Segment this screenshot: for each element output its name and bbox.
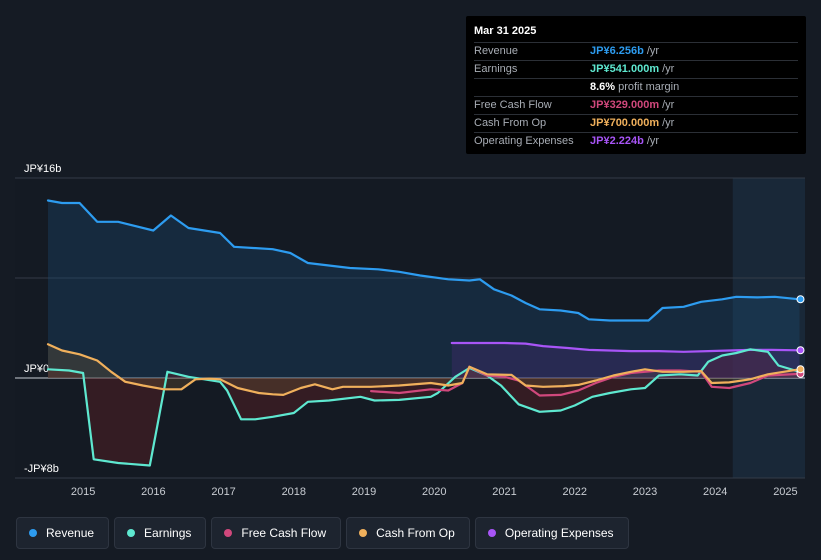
x-tick-label: 2024 xyxy=(703,486,727,498)
tooltip-row-label: Earnings xyxy=(474,63,518,75)
series-area-cash-from-op xyxy=(48,344,800,395)
series-area-revenue xyxy=(48,200,800,378)
tooltip-row-label: Cash From Op xyxy=(474,117,547,129)
tooltip-row-value: JP¥6.256b xyxy=(590,45,644,57)
series-line-operating-expenses xyxy=(450,341,801,353)
chart-area: JP¥16b JP¥0 -JP¥8b 2015 2016 2017 2018 2019 2020… xyxy=(15,163,805,498)
tooltip-row-value: JP¥2.224b xyxy=(590,135,644,147)
tooltip-row-value: 8.6% xyxy=(590,81,616,93)
x-tick-label: 2018 xyxy=(282,486,306,498)
series-line-cash-from-op xyxy=(46,343,801,396)
tooltip-row: Revenue JP¥6.256b/yr xyxy=(474,42,798,60)
tooltip-row-label xyxy=(474,79,590,96)
legend-item-operating-expenses[interactable]: Operating Expenses xyxy=(474,517,629,549)
tooltip-row-value: JP¥541.000m xyxy=(590,63,660,75)
legend-dot-icon xyxy=(127,529,136,537)
tooltip-row-unit: /yr xyxy=(662,117,675,129)
tooltip-row: Cash From Op JP¥700.000m/yr xyxy=(474,114,798,132)
tooltip-row: 8.6% profit margin xyxy=(474,78,798,96)
financials-chart: JP¥16b JP¥0 -JP¥8b 2015 2016 2017 2018 2019 2020… xyxy=(15,163,805,498)
forecast-shade xyxy=(732,178,805,478)
chart-tooltip: Mar 31 2025 Revenue JP¥6.256b/yr Earnings J… xyxy=(466,16,806,154)
tooltip-row: Operating Expenses JP¥2.224b/yr xyxy=(474,132,798,150)
legend-item-earnings[interactable]: Earnings xyxy=(114,517,207,549)
legend-dot-icon xyxy=(224,529,233,537)
legend-label: Free Cash Flow xyxy=(241,526,327,540)
tooltip-row: Free Cash Flow JP¥329.000m/yr xyxy=(474,96,798,114)
legend-dot-icon xyxy=(29,529,37,537)
legend-item-revenue[interactable]: Revenue xyxy=(16,517,110,549)
series-endpoint-cash-from-op xyxy=(796,365,805,374)
series-endpoint-revenue xyxy=(796,295,805,304)
legend-item-free-cash-flow[interactable]: Free Cash Flow xyxy=(211,517,342,549)
x-tick-label: 2025 xyxy=(773,486,797,498)
x-tick-label: 2023 xyxy=(633,486,657,498)
legend-dot-icon xyxy=(359,529,368,537)
tooltip-row-unit: /yr xyxy=(646,135,660,147)
tooltip-row-value: JP¥329.000m xyxy=(590,99,660,111)
legend-label: Cash From Op xyxy=(376,526,455,540)
tooltip-date: Mar 31 2025 xyxy=(474,25,537,37)
x-tick-label: 2016 xyxy=(141,486,165,498)
tooltip-row-label: Operating Expenses xyxy=(474,135,574,147)
tooltip-rows: Revenue JP¥6.256b/yr Earnings JP¥541.000m/y… xyxy=(474,42,798,150)
y-tick-label: -JP¥8b xyxy=(24,463,59,475)
legend-dot-icon xyxy=(487,529,496,537)
series-endpoint-operating-expenses xyxy=(796,346,805,355)
tooltip-row-unit: /yr xyxy=(662,63,675,75)
x-tick-label: 2017 xyxy=(211,486,235,498)
legend-item-cash-from-op[interactable]: Cash From Op xyxy=(346,517,470,549)
tooltip-row-unit: profit margin xyxy=(618,81,680,93)
tooltip-row: Earnings JP¥541.000m/yr xyxy=(474,60,798,78)
tooltip-row-value: JP¥700.000m xyxy=(590,117,660,129)
y-tick-label: JP¥0 xyxy=(24,363,49,375)
x-tick-label: 2022 xyxy=(563,486,587,498)
tooltip-row-unit: /yr xyxy=(646,45,660,57)
tooltip-row-unit: /yr xyxy=(662,99,675,111)
x-tick-label: 2015 xyxy=(71,486,95,498)
x-tick-label: 2021 xyxy=(492,486,516,498)
series-line-revenue xyxy=(46,199,801,322)
y-tick-label: JP¥16b xyxy=(24,163,61,175)
legend-label: Revenue xyxy=(46,526,95,540)
x-tick-label: 2020 xyxy=(422,486,446,498)
legend-label: Earnings xyxy=(144,526,192,540)
chart-legend: Revenue Earnings Free Cash Flow Cash From O… xyxy=(16,517,629,549)
tooltip-row-label: Revenue xyxy=(474,45,519,57)
x-tick-label: 2019 xyxy=(352,486,376,498)
legend-label: Operating Expenses xyxy=(504,526,614,540)
tooltip-row-label: Free Cash Flow xyxy=(474,99,552,111)
